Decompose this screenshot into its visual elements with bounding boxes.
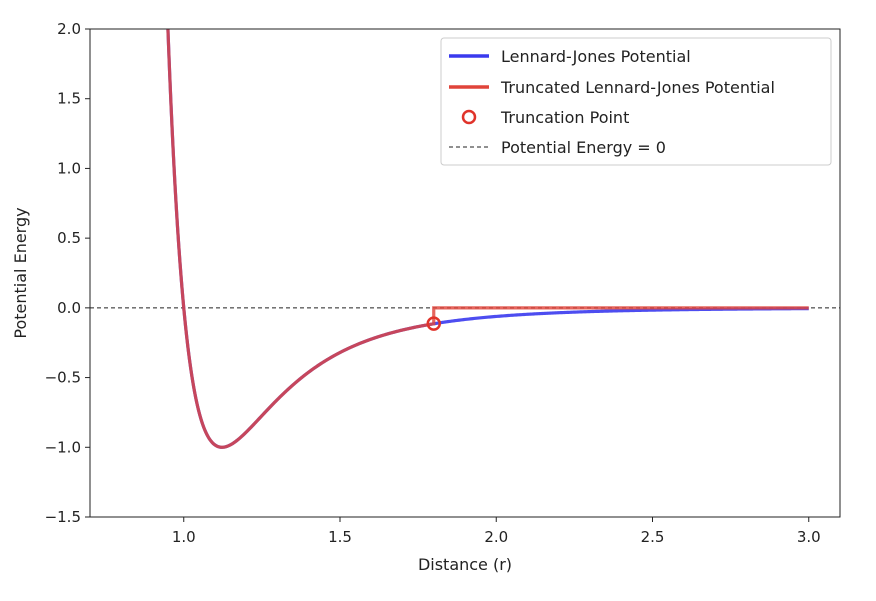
y-tick-label: 0.5 bbox=[57, 229, 81, 247]
x-axis-ticks: 1.0 1.5 2.0 2.5 3.0 bbox=[172, 517, 821, 546]
y-axis-ticks: −1.5 −1.0 −0.5 0.0 0.5 1.0 1.5 2.0 bbox=[45, 20, 90, 526]
x-axis-label: Distance (r) bbox=[418, 555, 512, 574]
y-tick-label: 1.0 bbox=[57, 159, 81, 177]
y-tick-label: 2.0 bbox=[57, 20, 81, 38]
plot-series bbox=[90, 29, 840, 449]
truncation-point-marker bbox=[426, 316, 441, 331]
y-tick-label: 1.5 bbox=[57, 90, 81, 108]
legend-marker-swatch bbox=[461, 109, 477, 125]
plot-frame bbox=[89, 28, 841, 518]
x-tick-label: 2.0 bbox=[484, 528, 508, 546]
legend-label: Truncated Lennard-Jones Potential bbox=[500, 78, 775, 97]
x-tick-label: 1.0 bbox=[172, 528, 196, 546]
legend: Lennard-Jones Potential Truncated Lennard… bbox=[440, 37, 832, 166]
legend-box bbox=[440, 37, 832, 166]
y-axis-label: Potential Energy bbox=[11, 207, 30, 338]
legend-label: Lennard-Jones Potential bbox=[501, 47, 691, 66]
legend-label: Truncation Point bbox=[500, 108, 629, 127]
x-tick-label: 3.0 bbox=[797, 528, 821, 546]
y-tick-label: −1.0 bbox=[45, 438, 81, 456]
y-tick-label: −1.5 bbox=[45, 508, 81, 526]
x-tick-label: 1.5 bbox=[328, 528, 352, 546]
legend-label: Potential Energy = 0 bbox=[501, 138, 666, 157]
x-tick-label: 2.5 bbox=[641, 528, 665, 546]
truncated-lennard-jones-line bbox=[166, 29, 809, 449]
y-tick-label: −0.5 bbox=[45, 369, 81, 387]
plot-area bbox=[90, 29, 840, 449]
y-tick-label: 0.0 bbox=[57, 299, 81, 317]
